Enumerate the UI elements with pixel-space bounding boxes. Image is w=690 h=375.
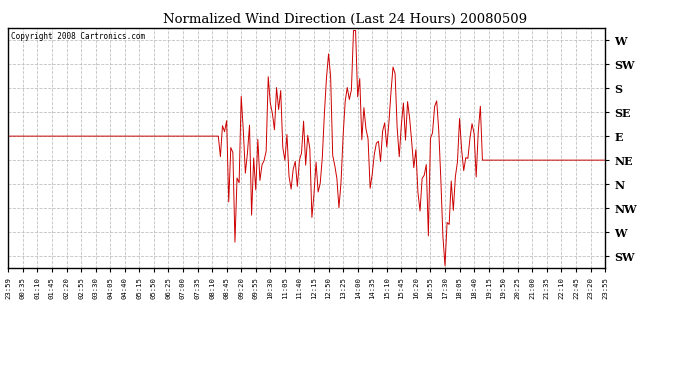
Text: Normalized Wind Direction (Last 24 Hours) 20080509: Normalized Wind Direction (Last 24 Hours… (163, 13, 527, 26)
Text: Copyright 2008 Cartronics.com: Copyright 2008 Cartronics.com (11, 32, 146, 41)
